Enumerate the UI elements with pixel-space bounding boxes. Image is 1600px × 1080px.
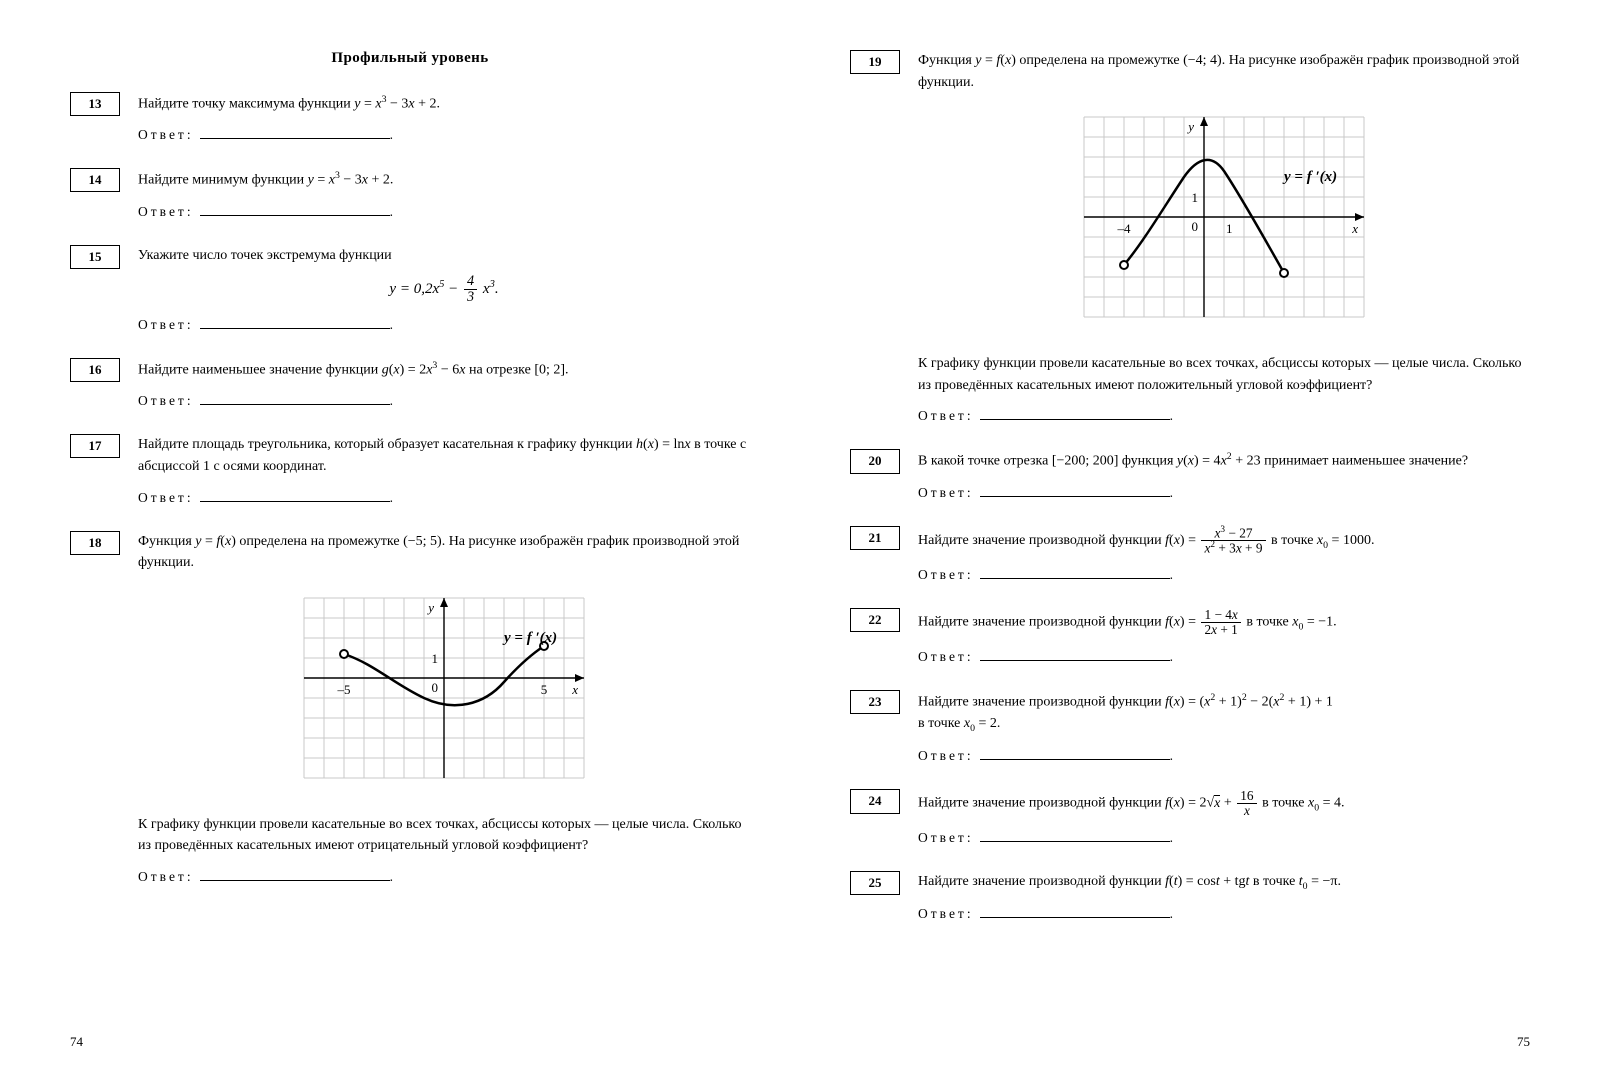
svg-text:1: 1 xyxy=(432,651,439,666)
answer-line: Ответ:. xyxy=(918,904,1530,925)
problem-21: 21 Найдите значение производной функции … xyxy=(850,526,1530,587)
equation-display: y = 0,2x5 − 43 x3. xyxy=(138,274,750,305)
problem-text: Функция y = f(x) определена на промежутк… xyxy=(138,531,750,888)
graph-18: y x 0 –5 5 1 y = f ′(x) xyxy=(138,588,750,796)
problem-text: Укажите число точек экстремума функции y… xyxy=(138,245,750,337)
answer-line: Ответ:. xyxy=(138,315,750,336)
answer-line: Ответ:. xyxy=(918,828,1530,849)
problem-25: 25 Найдите значение производной функции … xyxy=(850,871,1530,925)
problem-number: 14 xyxy=(70,168,120,192)
svg-text:y = f ′(x): y = f ′(x) xyxy=(1282,169,1337,185)
problem-number: 16 xyxy=(70,358,120,382)
svg-text:x: x xyxy=(571,682,578,697)
page-spread: Профильный уровень 13 Найдите точку макс… xyxy=(0,0,1600,1080)
problem-23: 23 Найдите значение производной функции … xyxy=(850,690,1530,767)
svg-text:y: y xyxy=(426,600,434,615)
problem-19: 19 Функция y = f(x) определена на промеж… xyxy=(850,50,1530,427)
problem-number: 23 xyxy=(850,690,900,714)
problem-text: Найдите значение производной функции f(t… xyxy=(918,871,1530,925)
problem-14: 14 Найдите минимум функции y = x3 − 3x +… xyxy=(70,168,750,222)
answer-line: Ответ:. xyxy=(138,202,750,223)
problem-number: 20 xyxy=(850,449,900,473)
answer-line: Ответ:. xyxy=(918,565,1530,586)
problem-text: Найдите значение производной функции f(x… xyxy=(918,526,1530,587)
problem-number: 17 xyxy=(70,434,120,458)
answer-line: Ответ:. xyxy=(138,125,750,146)
problem-number: 21 xyxy=(850,526,900,550)
page-left: Профильный уровень 13 Найдите точку макс… xyxy=(70,50,800,1050)
problem-number: 13 xyxy=(70,92,120,116)
svg-text:0: 0 xyxy=(432,680,439,695)
problem-text: Функция y = f(x) определена на промежутк… xyxy=(918,50,1530,427)
svg-text:–4: –4 xyxy=(1117,221,1132,236)
svg-text:y = f ′(x): y = f ′(x) xyxy=(502,630,557,646)
problem-number: 15 xyxy=(70,245,120,269)
problem-18: 18 Функция y = f(x) определена на промеж… xyxy=(70,531,750,888)
svg-text:1: 1 xyxy=(1192,190,1199,205)
answer-line: Ответ:. xyxy=(918,647,1530,668)
problem-22: 22 Найдите значение производной функции … xyxy=(850,608,1530,668)
page-number-left: 74 xyxy=(70,1034,83,1050)
svg-text:1: 1 xyxy=(1226,221,1233,236)
problem-text: Найдите значение производной функции f(x… xyxy=(918,789,1530,849)
answer-line: Ответ:. xyxy=(138,488,750,509)
problem-text: Найдите площадь треугольника, который об… xyxy=(138,434,750,508)
problem-number: 25 xyxy=(850,871,900,895)
answer-line: Ответ:. xyxy=(918,483,1530,504)
problem-number: 22 xyxy=(850,608,900,632)
problem-17: 17 Найдите площадь треугольника, который… xyxy=(70,434,750,508)
svg-text:–5: –5 xyxy=(337,682,351,697)
problem-number: 19 xyxy=(850,50,900,74)
problem-number: 18 xyxy=(70,531,120,555)
graph-19: y x 0 –4 1 1 y = f ′(x) xyxy=(918,107,1530,335)
answer-line: Ответ:. xyxy=(138,391,750,412)
problem-16: 16 Найдите наименьшее значение функции g… xyxy=(70,358,750,412)
answer-line: Ответ:. xyxy=(918,406,1530,427)
svg-text:5: 5 xyxy=(541,682,548,697)
svg-text:y: y xyxy=(1186,119,1194,134)
page-right: 19 Функция y = f(x) определена на промеж… xyxy=(800,50,1530,1050)
problem-number: 24 xyxy=(850,789,900,813)
problem-text: Найдите точку максимума функции y = x3 −… xyxy=(138,92,750,146)
problem-24: 24 Найдите значение производной функции … xyxy=(850,789,1530,849)
svg-text:0: 0 xyxy=(1192,219,1199,234)
problem-text: Найдите значение производной функции f(x… xyxy=(918,690,1530,767)
svg-text:x: x xyxy=(1351,221,1358,236)
problem-text: Найдите значение производной функции f(x… xyxy=(918,608,1530,668)
problem-text: Найдите наименьшее значение функции g(x)… xyxy=(138,358,750,412)
problem-20: 20 В какой точке отрезка [−200; 200] фун… xyxy=(850,449,1530,503)
page-number-right: 75 xyxy=(1517,1034,1530,1050)
section-title: Профильный уровень xyxy=(70,50,750,67)
answer-line: Ответ:. xyxy=(138,867,750,888)
problem-15: 15 Укажите число точек экстремума функци… xyxy=(70,245,750,337)
answer-line: Ответ:. xyxy=(918,746,1530,767)
problem-text: Найдите минимум функции y = x3 − 3x + 2.… xyxy=(138,168,750,222)
problem-text: В какой точке отрезка [−200; 200] функци… xyxy=(918,449,1530,503)
problem-13: 13 Найдите точку максимума функции y = x… xyxy=(70,92,750,146)
